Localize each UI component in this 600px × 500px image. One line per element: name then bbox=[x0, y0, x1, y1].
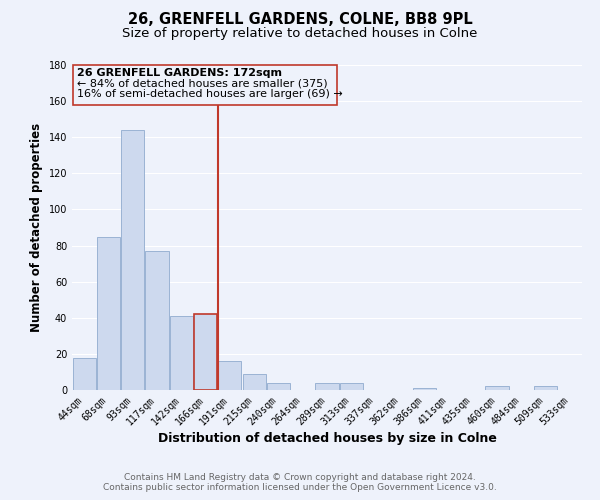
Bar bbox=[534, 386, 557, 390]
Bar bbox=[97, 236, 120, 390]
Text: 26 GRENFELL GARDENS: 172sqm: 26 GRENFELL GARDENS: 172sqm bbox=[77, 68, 282, 78]
Bar bbox=[485, 386, 509, 390]
Bar bbox=[218, 361, 241, 390]
FancyBboxPatch shape bbox=[73, 65, 337, 104]
Text: Contains HM Land Registry data © Crown copyright and database right 2024.
Contai: Contains HM Land Registry data © Crown c… bbox=[103, 473, 497, 492]
Bar bbox=[194, 314, 217, 390]
Bar bbox=[170, 316, 193, 390]
Bar bbox=[73, 358, 95, 390]
Bar bbox=[242, 374, 266, 390]
Text: 16% of semi-detached houses are larger (69) →: 16% of semi-detached houses are larger (… bbox=[77, 90, 343, 100]
Bar bbox=[121, 130, 144, 390]
Text: Size of property relative to detached houses in Colne: Size of property relative to detached ho… bbox=[122, 28, 478, 40]
Text: ← 84% of detached houses are smaller (375): ← 84% of detached houses are smaller (37… bbox=[77, 78, 328, 88]
Bar bbox=[340, 383, 363, 390]
X-axis label: Distribution of detached houses by size in Colne: Distribution of detached houses by size … bbox=[158, 432, 496, 446]
Bar bbox=[316, 383, 338, 390]
Text: 26, GRENFELL GARDENS, COLNE, BB8 9PL: 26, GRENFELL GARDENS, COLNE, BB8 9PL bbox=[128, 12, 472, 28]
Bar bbox=[267, 383, 290, 390]
Y-axis label: Number of detached properties: Number of detached properties bbox=[30, 123, 43, 332]
Bar bbox=[413, 388, 436, 390]
Bar bbox=[145, 251, 169, 390]
